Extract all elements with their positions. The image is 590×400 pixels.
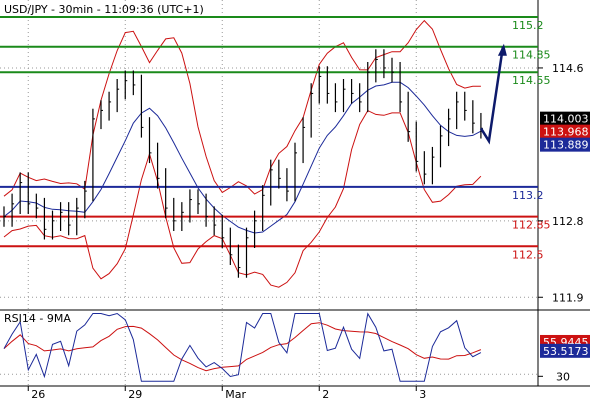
support-level-label: 112.85 bbox=[512, 219, 551, 232]
x-tick-label: 3 bbox=[419, 388, 426, 400]
y-tick-label: 111.9 bbox=[552, 291, 584, 304]
rsi-tag-box bbox=[540, 343, 590, 358]
projection-line bbox=[479, 46, 505, 145]
y-tick-label: 30 bbox=[556, 370, 570, 383]
y-tick-label: 112.8 bbox=[552, 215, 584, 228]
bollinger-upper-line bbox=[3, 19, 481, 197]
rsi-tag-label: 53.5173 bbox=[543, 345, 589, 358]
x-tick-label: Mar bbox=[225, 388, 246, 400]
x-tick-label: 2 bbox=[322, 388, 329, 400]
price-tag-label: 113.889 bbox=[543, 139, 589, 152]
projection-arrow bbox=[479, 43, 507, 145]
bollinger-lower-line bbox=[3, 109, 482, 288]
support-level-label: 112.5 bbox=[512, 248, 544, 261]
price-tag-box bbox=[540, 137, 590, 152]
rsi-ma-line bbox=[3, 322, 482, 372]
x-axis-ticks: 26 29 Mar 2 3 bbox=[27, 386, 426, 400]
price-tag-label: 114.003 bbox=[543, 113, 589, 126]
rsi-line bbox=[3, 312, 482, 382]
pivot-level-label: 113.2 bbox=[512, 189, 544, 202]
y-axis-ticks: 114.6 112.8 111.9 30 bbox=[538, 62, 584, 383]
price-tag-box bbox=[540, 124, 590, 139]
price-bars bbox=[3, 49, 483, 278]
y-tick-label: 114.6 bbox=[552, 62, 584, 75]
projection-arrowhead bbox=[497, 43, 507, 56]
rsi-lines bbox=[3, 312, 482, 382]
x-tick-label: 29 bbox=[128, 388, 142, 400]
x-tick-label: 26 bbox=[31, 388, 45, 400]
resistance-level-label: 115.2 bbox=[512, 19, 544, 32]
support-resistance-levels: 115.2 114.85 114.55 113.2 112.85 112.5 bbox=[0, 15, 551, 261]
resistance-level-label: 114.85 bbox=[512, 49, 551, 62]
price-tag-label: 113.968 bbox=[543, 126, 589, 139]
price-tag-box bbox=[540, 111, 590, 126]
resistance-level-label: 114.55 bbox=[512, 74, 551, 87]
chart-title: USD/JPY - 30min - 11:09:36 (UTC+1) bbox=[4, 3, 204, 16]
rsi-title: RSI14 - 9MA bbox=[4, 312, 71, 325]
bollinger-bands bbox=[3, 19, 482, 288]
moving-average-line bbox=[3, 81, 482, 234]
